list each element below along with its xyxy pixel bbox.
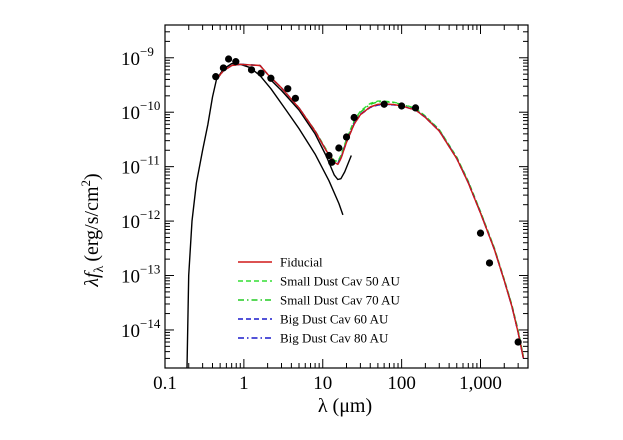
- observed-point: [476, 229, 485, 237]
- y-axis-title-units: (erg/s/cm: [81, 186, 103, 262]
- observed-point: [335, 144, 343, 152]
- legend-label: Small Dust Cav 70 AU: [280, 293, 401, 308]
- legend-label: Fiducial: [280, 255, 323, 270]
- y-axis-title-units-sup: 2: [78, 180, 93, 187]
- legend: Fiducial Small Dust Cav 50 AU Small Dust C…: [238, 255, 401, 346]
- y-axis-title: λfλ (erg/s/cm2): [78, 173, 107, 287]
- y-tick-label: 10−10: [121, 98, 160, 124]
- x-tick-label: 1: [239, 373, 249, 394]
- y-tick-label: 10−11: [121, 153, 160, 179]
- observed-point: [398, 102, 406, 110]
- observed-point: [514, 338, 522, 346]
- series-line-fiducial: [215, 63, 525, 359]
- observed-point: [257, 69, 265, 77]
- series-line-small-dust-cav-70-au: [215, 63, 525, 358]
- x-axis-title: λ (μm): [318, 395, 372, 417]
- x-tick-label: 10: [313, 373, 332, 394]
- observed-point: [284, 85, 292, 93]
- legend-label: Small Dust Cav 50 AU: [280, 274, 401, 289]
- y-axis-title-main: λf: [81, 270, 103, 288]
- x-tick-label: 1,000: [459, 373, 502, 394]
- observed-point: [247, 66, 256, 74]
- y-axis-title-units-end: ): [81, 173, 103, 180]
- observed-point: [380, 100, 388, 108]
- observed-point: [267, 74, 275, 82]
- legend-label: Big Dust Cav 60 AU: [280, 312, 389, 327]
- legend-label: Big Dust Cav 80 AU: [280, 331, 389, 346]
- observed-point: [411, 104, 420, 112]
- y-tick-label: 10−12: [121, 207, 160, 233]
- observed-point: [485, 259, 494, 267]
- x-tick-label: 100: [387, 373, 416, 394]
- observed-point: [224, 55, 233, 63]
- y-tick-label: 10−13: [121, 262, 160, 288]
- observed-point: [350, 113, 358, 122]
- observed-point: [342, 133, 351, 141]
- observed-point: [219, 64, 227, 72]
- x-tick-label: 0.1: [153, 373, 177, 394]
- x-axis-title-text: λ (μm): [318, 395, 372, 417]
- y-tick-label: 10−14: [121, 316, 161, 342]
- observed-point: [325, 151, 333, 160]
- observed-point: [328, 158, 336, 166]
- observed-point: [291, 94, 300, 102]
- y-axis-title-sub: λ: [92, 265, 107, 272]
- observed-point: [232, 58, 240, 66]
- y-tick-label: 10−9: [121, 44, 154, 70]
- observed-point: [212, 73, 220, 81]
